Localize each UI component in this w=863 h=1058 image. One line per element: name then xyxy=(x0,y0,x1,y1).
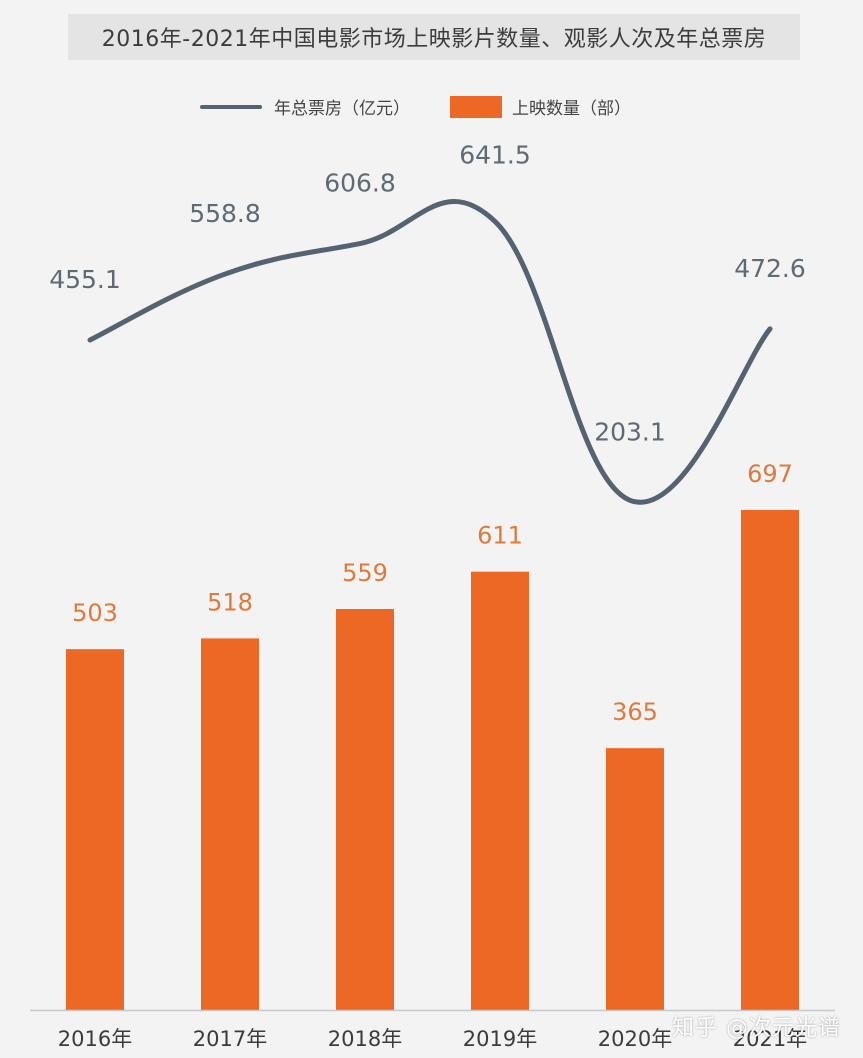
bar-value-label-3: 611 xyxy=(477,522,523,550)
x-tick-label-4: 2020年 xyxy=(598,1027,672,1051)
bar-2 xyxy=(336,608,394,1010)
bar-series: 503 518 559 611 365 697 xyxy=(66,460,799,1010)
bar-value-label-4: 365 xyxy=(612,698,658,726)
chart-title: 2016年-2021年中国电影市场上映影片数量、观影人次及年总票房 xyxy=(101,27,767,52)
legend-label-box-office: 年总票房（亿元） xyxy=(274,99,410,119)
legend-item-box-office: 年总票房（亿元） xyxy=(200,94,410,119)
bar-value-label-2: 559 xyxy=(342,559,388,587)
line-value-label-5: 472.6 xyxy=(734,254,806,283)
bar-4 xyxy=(606,748,664,1010)
line-value-label-4: 203.1 xyxy=(594,417,666,446)
x-tick-label-5: 2021年 xyxy=(733,1027,807,1051)
x-tick-label-2: 2018年 xyxy=(328,1027,402,1051)
line-value-label-0: 455.1 xyxy=(49,265,121,294)
legend-line-swatch xyxy=(200,104,262,109)
x-tick-label-0: 2016年 xyxy=(58,1027,132,1051)
legend-bar-swatch xyxy=(450,95,502,118)
legend: 年总票房（亿元） 上映数量（部） xyxy=(200,94,671,119)
line-series-box-office xyxy=(87,199,773,505)
line-value-label-1: 558.8 xyxy=(189,199,261,228)
x-tick-label-3: 2019年 xyxy=(463,1027,537,1051)
bar-value-label-0: 503 xyxy=(72,599,118,627)
legend-label-releases: 上映数量（部） xyxy=(512,99,631,119)
bar-0 xyxy=(66,649,124,1010)
bar-5 xyxy=(741,510,799,1010)
bar-value-label-5: 697 xyxy=(747,460,793,488)
bar-1 xyxy=(201,638,259,1010)
bar-3 xyxy=(471,571,529,1010)
bar-value-label-1: 518 xyxy=(207,588,253,616)
line-value-label-3: 641.5 xyxy=(459,140,531,169)
title-bar: 2016年-2021年中国电影市场上映影片数量、观影人次及年总票房 xyxy=(68,14,800,60)
line-value-label-2: 606.8 xyxy=(324,169,396,198)
watermark: 知乎 @次元光谱 xyxy=(672,1016,841,1041)
legend-item-releases: 上映数量（部） xyxy=(450,94,631,119)
x-tick-label-1: 2017年 xyxy=(193,1027,267,1051)
